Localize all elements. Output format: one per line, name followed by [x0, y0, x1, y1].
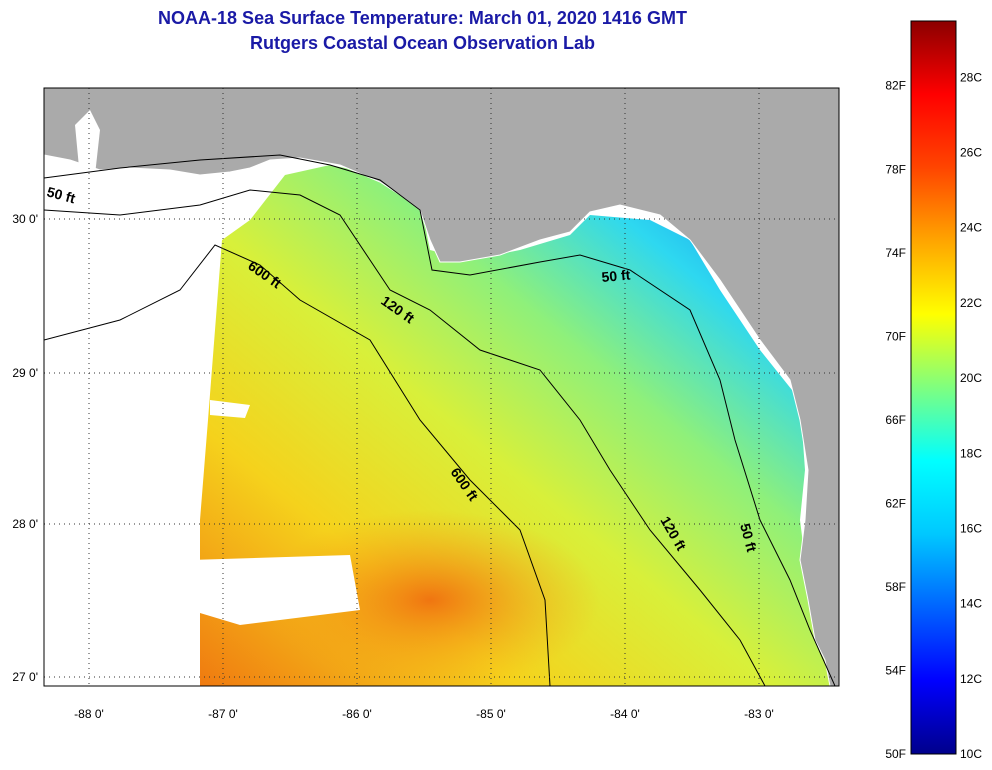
- contour-120ft: [44, 189, 766, 686]
- contour-label: 50 ft: [45, 183, 77, 206]
- contour-label: 50 ft: [737, 522, 760, 554]
- lon-tick-label: -87 0': [208, 707, 238, 721]
- colorbar: 82F 78F 74F 70F 66F 62F 58F 54F 50F 28C 26C 24C 22C…: [885, 20, 982, 761]
- colorbar-fahrenheit-ticks: 82F 78F 74F 70F 66F 62F 58F 54F 50F: [885, 79, 906, 761]
- lat-tick-label: 28 0': [12, 517, 38, 531]
- colorbar-celsius-label: 20C: [960, 371, 982, 385]
- colorbar-fahrenheit-label: 58F: [885, 580, 906, 594]
- lat-tick-label: 30 0': [12, 212, 38, 226]
- colorbar-celsius-label: 22C: [960, 296, 982, 310]
- lat-tick-label: 29 0': [12, 366, 38, 380]
- colorbar-celsius-ticks: 28C 26C 24C 22C 20C 18C 16C 14C 12C 10C: [960, 70, 982, 761]
- land-mass: [44, 88, 839, 686]
- contour-600ft: [44, 244, 551, 686]
- colorbar-celsius-label: 18C: [960, 446, 982, 460]
- colorbar-celsius-label: 24C: [960, 221, 982, 235]
- lon-tick-label: -83 0': [744, 707, 774, 721]
- colorbar-fahrenheit-label: 54F: [885, 663, 906, 677]
- longitude-axis: -88 0' -87 0' -86 0' -85 0' -84 0' -83 0…: [74, 707, 774, 721]
- cloud-gap: [190, 555, 360, 625]
- lat-tick-label: 27 0': [12, 670, 38, 684]
- cloud-gap: [210, 400, 250, 418]
- colorbar-celsius-label: 28C: [960, 70, 982, 84]
- lon-tick-label: -88 0': [74, 707, 104, 721]
- colorbar-gradient: [910, 20, 957, 755]
- colorbar-fahrenheit-label: 70F: [885, 329, 906, 343]
- contour-label: 50 ft: [601, 267, 631, 285]
- map-title: NOAA-18 Sea Surface Temperature: March 0…: [158, 8, 687, 28]
- lon-tick-label: -86 0': [342, 707, 372, 721]
- colorbar-fahrenheit-label: 82F: [885, 79, 906, 93]
- colorbar-celsius-label: 10C: [960, 747, 982, 761]
- lon-tick-label: -85 0': [476, 707, 506, 721]
- colorbar-celsius-label: 16C: [960, 521, 982, 535]
- colorbar-fahrenheit-label: 62F: [885, 496, 906, 510]
- warm-water-patch: [260, 510, 600, 686]
- colorbar-fahrenheit-label: 74F: [885, 246, 906, 260]
- colorbar-fahrenheit-label: 78F: [885, 162, 906, 176]
- colorbar-fahrenheit-label: 66F: [885, 413, 906, 427]
- colorbar-celsius-label: 12C: [960, 672, 982, 686]
- contour-50ft: [44, 154, 836, 686]
- map-subtitle: Rutgers Coastal Ocean Observation Lab: [249, 33, 596, 53]
- map-frame: [43, 87, 840, 687]
- colorbar-fahrenheit-label: 50F: [885, 747, 906, 761]
- latitude-axis: 30 0' 29 0' 28 0' 27 0': [12, 212, 38, 684]
- bay: [75, 110, 100, 178]
- colorbar-celsius-label: 14C: [960, 597, 982, 611]
- lon-tick-label: -84 0': [610, 707, 640, 721]
- colorbar-celsius-label: 26C: [960, 146, 982, 160]
